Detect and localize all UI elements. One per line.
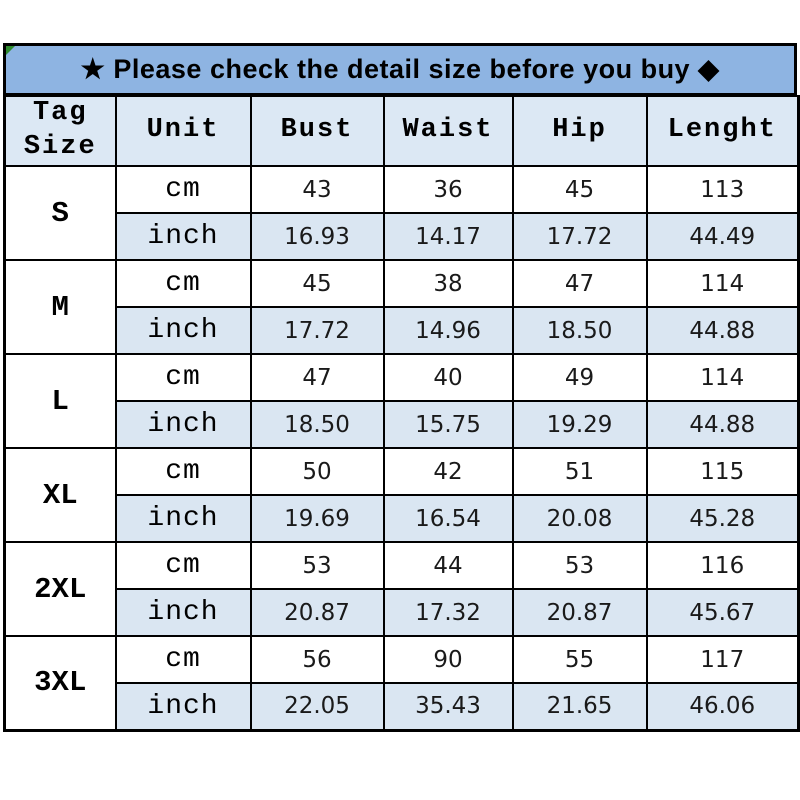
notice-banner: ★ Please check the detail size before yo… [3,43,797,95]
waist-inch-cell: 14.17 [382,212,514,261]
unit-cm-label: cm [114,165,252,214]
waist-inch-cell: 14.96 [382,306,514,355]
col-header-hip: Hip [511,95,648,167]
bust-cm-cell: 47 [249,353,385,402]
unit-inch-label: inch [114,306,252,355]
waist-cm-cell: 44 [382,541,514,590]
bust-cm-cell: 43 [249,165,385,214]
col-header-unit: Unit [114,95,252,167]
bust-inch-cell: 18.50 [249,400,385,449]
table-row: 2XL cm 53 44 53 116 [3,541,800,637]
bust-inch-cell: 20.87 [249,588,385,637]
unit-inch-label: inch [114,212,252,261]
cell-corner-flag-icon [6,46,15,55]
col-header-length: Lenght [645,95,800,167]
hip-inch-cell: 20.08 [511,494,648,543]
size-block-m: M cm 45 38 47 114 inch 17.72 14.96 18.50… [3,259,800,355]
size-label: 3XL [3,635,117,731]
bust-inch-cell: 22.05 [249,682,385,731]
size-label: 2XL [3,541,117,637]
hip-cm-cell: 49 [511,353,648,402]
length-cm-cell: 117 [645,635,800,684]
bust-inch-cell: 19.69 [249,494,385,543]
hip-inch-cell: 17.72 [511,212,648,261]
length-inch-cell: 44.49 [645,212,800,261]
length-cm-cell: 113 [645,165,800,214]
waist-inch-cell: 16.54 [382,494,514,543]
length-inch-cell: 44.88 [645,306,800,355]
hip-inch-cell: 19.29 [511,400,648,449]
waist-cm-cell: 38 [382,259,514,308]
bust-cm-cell: 56 [249,635,385,684]
length-inch-cell: 46.06 [645,682,800,731]
size-block-l: L cm 47 40 49 114 inch 18.50 15.75 19.29… [3,353,800,449]
table-row: M cm 45 38 47 114 [3,259,800,355]
size-block-s: S cm 43 36 45 113 inch 16.93 14.17 17.72… [3,165,800,261]
table-row: inch 16.93 14.17 17.72 44.49 [5,212,800,261]
unit-cm-label: cm [114,447,252,496]
table-row: S cm 43 36 45 113 [3,165,800,261]
unit-inch-label: inch [114,400,252,449]
table-row: XL cm 50 42 51 115 [3,447,800,543]
unit-inch-label: inch [114,494,252,543]
size-label: M [3,259,117,355]
length-inch-cell: 45.28 [645,494,800,543]
table-row: inch 18.50 15.75 19.29 44.88 [5,400,800,449]
table-row: 3XL cm 56 90 55 117 [3,635,800,731]
size-block-3xl: 3XL cm 56 90 55 117 inch 22.05 35.43 21.… [3,635,800,731]
table-row: inch 22.05 35.43 21.65 46.06 [5,682,800,731]
hip-cm-cell: 45 [511,165,648,214]
size-table: Tag Size Unit Bust Waist Hip Lenght S cm… [3,95,800,732]
hip-inch-cell: 21.65 [511,682,648,731]
unit-cm-label: cm [114,635,252,684]
col-header-waist: Waist [382,95,514,167]
waist-cm-cell: 90 [382,635,514,684]
table-row: inch 17.72 14.96 18.50 44.88 [5,306,800,355]
hip-cm-cell: 47 [511,259,648,308]
length-cm-cell: 116 [645,541,800,590]
waist-cm-cell: 42 [382,447,514,496]
waist-inch-cell: 17.32 [382,588,514,637]
length-inch-cell: 45.67 [645,588,800,637]
table-row: L cm 47 40 49 114 [3,353,800,449]
unit-cm-label: cm [114,353,252,402]
size-chart: ★ Please check the detail size before yo… [3,43,800,732]
hip-cm-cell: 53 [511,541,648,590]
length-cm-cell: 114 [645,259,800,308]
waist-cm-cell: 40 [382,353,514,402]
size-block-2xl: 2XL cm 53 44 53 116 inch 20.87 17.32 20.… [3,541,800,637]
hip-inch-cell: 20.87 [511,588,648,637]
bust-inch-cell: 16.93 [249,212,385,261]
hip-cm-cell: 51 [511,447,648,496]
col-header-tag-size: Tag Size [3,95,117,167]
notice-banner-text: ★ Please check the detail size before yo… [80,54,720,84]
waist-inch-cell: 15.75 [382,400,514,449]
size-label: L [3,353,117,449]
unit-cm-label: cm [114,259,252,308]
table-row: inch 19.69 16.54 20.08 45.28 [5,494,800,543]
hip-cm-cell: 55 [511,635,648,684]
size-label: S [3,165,117,261]
length-inch-cell: 44.88 [645,400,800,449]
bust-cm-cell: 45 [249,259,385,308]
length-cm-cell: 114 [645,353,800,402]
table-row: inch 20.87 17.32 20.87 45.67 [5,588,800,637]
unit-inch-label: inch [114,588,252,637]
waist-cm-cell: 36 [382,165,514,214]
unit-cm-label: cm [114,541,252,590]
bust-cm-cell: 53 [249,541,385,590]
col-header-bust: Bust [249,95,385,167]
table-header-row: Tag Size Unit Bust Waist Hip Lenght [3,95,800,167]
size-label: XL [3,447,117,543]
bust-inch-cell: 17.72 [249,306,385,355]
unit-inch-label: inch [114,682,252,731]
size-block-xl: XL cm 50 42 51 115 inch 19.69 16.54 20.0… [3,447,800,543]
length-cm-cell: 115 [645,447,800,496]
hip-inch-cell: 18.50 [511,306,648,355]
bust-cm-cell: 50 [249,447,385,496]
waist-inch-cell: 35.43 [382,682,514,731]
